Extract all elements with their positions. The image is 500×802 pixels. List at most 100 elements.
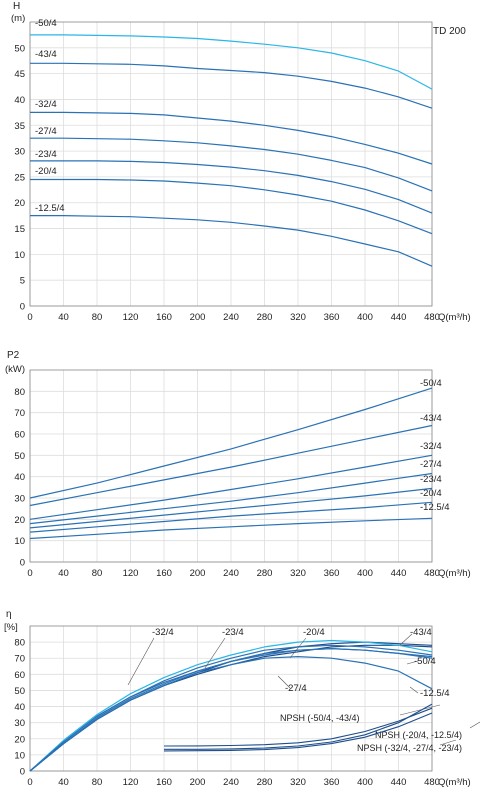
x-tick-label: 120 bbox=[123, 312, 139, 323]
y-tick-label: 25 bbox=[14, 172, 25, 183]
power-series-label: -27/4 bbox=[420, 459, 442, 470]
head-y-axis-label: H bbox=[13, 1, 20, 12]
series-leader-line bbox=[399, 633, 413, 646]
head-series-line bbox=[30, 178, 433, 235]
y-tick-label: 20 bbox=[14, 198, 25, 209]
head-chart: 0 40 80 120 160 200 240 280 320 360 400 440 480 0 5 10 1… bbox=[11, 1, 471, 323]
y-tick-label: 50 bbox=[14, 451, 25, 462]
efficiency-series-label: -20/4 bbox=[303, 627, 325, 638]
power-series-line bbox=[29, 487, 433, 529]
x-tick-label: 480 bbox=[424, 568, 440, 579]
head-series-label: -43/4 bbox=[35, 49, 57, 60]
y-tick-label: 0 bbox=[20, 302, 25, 313]
efficiency-series-label: -27/4 bbox=[285, 683, 307, 694]
head-series-line bbox=[30, 62, 433, 109]
x-tick-label: 80 bbox=[92, 777, 103, 788]
x-tick-label: 280 bbox=[257, 312, 273, 323]
power-series-line bbox=[29, 472, 433, 525]
x-tick-label: 0 bbox=[27, 568, 32, 579]
x-tick-label: 320 bbox=[290, 777, 306, 788]
efficiency-x-axis-label: Q(m³/h) bbox=[438, 777, 471, 788]
x-tick-label: 40 bbox=[58, 568, 69, 579]
x-tick-label: 0 bbox=[27, 777, 32, 788]
y-tick-label: 80 bbox=[14, 387, 25, 398]
head-series-label: -50/4 bbox=[35, 18, 57, 29]
y-tick-label: 50 bbox=[14, 43, 25, 54]
y-tick-label: 70 bbox=[14, 654, 25, 665]
npsh-series-label: NPSH (-50/4, -43/4) bbox=[280, 713, 360, 723]
y-tick-label: 40 bbox=[14, 702, 25, 713]
series-leader-line bbox=[204, 637, 226, 669]
x-tick-label: 360 bbox=[324, 312, 340, 323]
x-tick-label: 40 bbox=[58, 312, 69, 323]
efficiency-plot-frame bbox=[29, 625, 433, 772]
npsh-leader-line bbox=[469, 721, 481, 729]
model-label: TD 200 bbox=[433, 26, 466, 37]
x-tick-label: 40 bbox=[58, 777, 69, 788]
x-tick-label: 320 bbox=[290, 568, 306, 579]
y-tick-label: 60 bbox=[14, 670, 25, 681]
efficiency-series-label: -50/4 bbox=[414, 656, 436, 667]
npsh-series-line bbox=[163, 707, 433, 747]
power-x-axis-label: Q(m³/h) bbox=[438, 568, 471, 579]
y-tick-label: 50 bbox=[14, 686, 25, 697]
efficiency-series-label: -23/4 bbox=[222, 627, 244, 638]
x-tick-label: 280 bbox=[257, 568, 273, 579]
x-tick-label: 280 bbox=[257, 777, 273, 788]
power-plot-frame bbox=[29, 369, 433, 563]
x-tick-label: 240 bbox=[223, 777, 239, 788]
head-y-axis-unit: (m) bbox=[11, 13, 25, 24]
y-tick-label: 20 bbox=[14, 734, 25, 745]
efficiency-series-label: -32/4 bbox=[152, 627, 174, 638]
x-tick-label: 240 bbox=[223, 568, 239, 579]
x-tick-label: 400 bbox=[357, 777, 373, 788]
power-series-line bbox=[29, 387, 433, 499]
head-series-label: -32/4 bbox=[35, 99, 57, 110]
y-tick-label: 10 bbox=[14, 536, 25, 547]
y-tick-label: 15 bbox=[14, 224, 25, 235]
x-tick-label: 400 bbox=[357, 568, 373, 579]
efficiency-series-label: -12.5/4 bbox=[420, 688, 450, 699]
head-series-label: -23/4 bbox=[35, 149, 57, 160]
npsh-leader-line bbox=[399, 704, 441, 716]
efficiency-y-axis-unit: [%] bbox=[4, 622, 18, 633]
power-series-line bbox=[29, 424, 433, 507]
head-series-label: -20/4 bbox=[35, 166, 57, 177]
y-tick-label: 0 bbox=[20, 767, 25, 778]
efficiency-series-line bbox=[29, 655, 433, 772]
y-tick-label: 40 bbox=[14, 95, 25, 106]
head-series-line bbox=[30, 137, 433, 192]
y-tick-label: 60 bbox=[14, 430, 25, 441]
power-series-label: -12.5/4 bbox=[420, 502, 450, 513]
head-series-line bbox=[30, 215, 433, 267]
power-series-label: -20/4 bbox=[420, 488, 442, 499]
head-series-label: -12.5/4 bbox=[35, 203, 65, 214]
x-tick-label: 80 bbox=[92, 568, 103, 579]
head-series-line bbox=[30, 111, 433, 165]
head-x-axis-label: Q(m³/h) bbox=[438, 312, 471, 323]
power-series-label: -23/4 bbox=[420, 474, 442, 485]
x-tick-label: 480 bbox=[424, 777, 440, 788]
x-tick-label: 320 bbox=[290, 312, 306, 323]
npsh-series-label: NPSH (-32/4, -27/4, -23/4) bbox=[357, 743, 462, 753]
head-series-line bbox=[30, 34, 433, 90]
x-tick-label: 440 bbox=[391, 568, 407, 579]
power-series-label: -43/4 bbox=[420, 413, 442, 424]
y-tick-label: 0 bbox=[20, 558, 25, 569]
y-tick-label: 80 bbox=[14, 638, 25, 649]
series-leader-line bbox=[127, 637, 155, 686]
power-series-label: -32/4 bbox=[420, 441, 442, 452]
x-tick-label: 440 bbox=[391, 312, 407, 323]
x-tick-label: 200 bbox=[190, 312, 206, 323]
x-tick-label: 120 bbox=[123, 568, 139, 579]
x-tick-label: 80 bbox=[92, 312, 103, 323]
x-tick-label: 200 bbox=[190, 568, 206, 579]
x-tick-label: 200 bbox=[190, 777, 206, 788]
y-tick-label: 30 bbox=[14, 718, 25, 729]
efficiency-series-label: -43/4 bbox=[410, 627, 432, 638]
y-tick-label: 35 bbox=[14, 121, 25, 132]
x-tick-label: 160 bbox=[156, 312, 172, 323]
x-tick-label: 480 bbox=[424, 312, 440, 323]
x-tick-label: 120 bbox=[123, 777, 139, 788]
